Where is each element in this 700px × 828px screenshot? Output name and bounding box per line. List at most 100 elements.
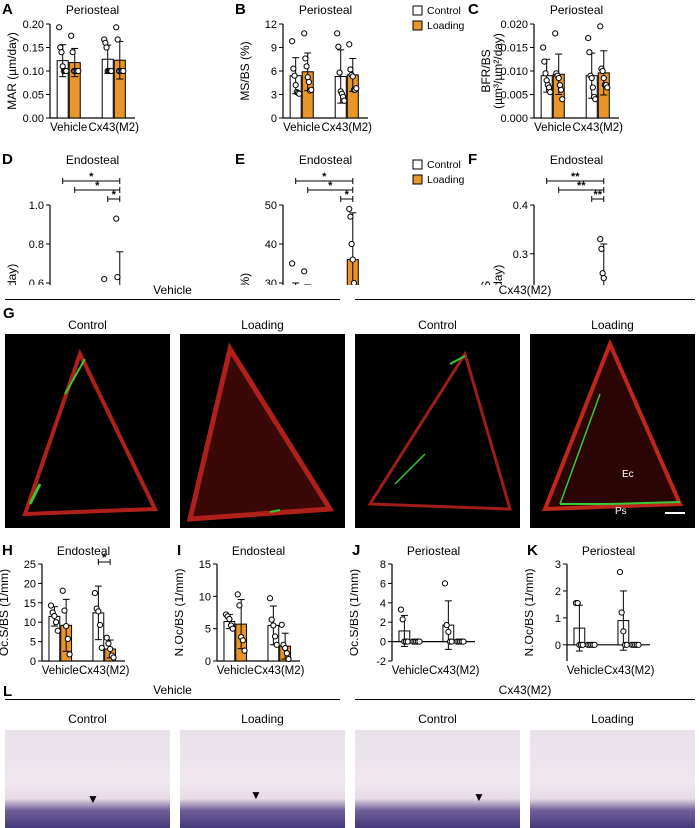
data-point xyxy=(103,634,110,641)
data-point xyxy=(600,74,607,82)
y-tick-label: 25 xyxy=(24,559,36,571)
data-point xyxy=(302,55,309,62)
y-tick-label: 0.10 xyxy=(23,66,44,78)
data-point xyxy=(599,67,606,75)
periosteal-label: Ps xyxy=(615,506,627,517)
group-header-cx43: Cx43(M2) xyxy=(498,683,552,697)
data-point xyxy=(68,32,75,39)
y-tick-label: 0.010 xyxy=(500,66,528,78)
data-point xyxy=(616,568,624,576)
y-axis-label: BFR/BS xyxy=(479,49,493,92)
data-point xyxy=(283,650,290,657)
condition-label: Control xyxy=(68,712,107,726)
data-point xyxy=(63,67,70,75)
x-tick-label: Vehicle xyxy=(567,665,604,677)
significance-label: ** xyxy=(571,171,580,183)
data-point xyxy=(113,215,120,222)
data-point xyxy=(620,628,627,635)
fluorescence-image xyxy=(5,334,170,528)
panel-label: A xyxy=(2,1,13,18)
y-tick-label: 0 xyxy=(555,640,561,652)
group-line xyxy=(5,299,340,300)
data-point xyxy=(282,644,289,652)
y-tick-label: 1.0 xyxy=(29,200,44,212)
y-tick-label: 12 xyxy=(265,19,277,31)
y-tick-label: 2 xyxy=(380,617,386,629)
data-point xyxy=(416,638,423,645)
y-tick-label: 0.020 xyxy=(500,19,528,31)
arrowhead-icon: ▼ xyxy=(87,792,99,806)
data-point xyxy=(305,78,313,86)
data-point xyxy=(397,606,405,613)
data-point xyxy=(63,622,70,630)
condition-label: Control xyxy=(68,318,107,332)
y-tick-label: 3 xyxy=(555,559,561,571)
x-tick-label: Vehicle xyxy=(283,122,320,134)
condition-label: Loading xyxy=(591,712,634,726)
significance-label: * xyxy=(345,189,350,201)
data-point xyxy=(346,41,353,48)
data-point xyxy=(234,591,241,598)
legend-swatch-loading xyxy=(412,174,423,185)
data-point xyxy=(349,256,356,263)
legend-swatch-control xyxy=(412,159,423,170)
data-point xyxy=(557,86,565,93)
legend-swatch-loading xyxy=(412,20,423,31)
y-tick-label: 10 xyxy=(24,617,36,629)
y-tick-label: 0 xyxy=(271,113,277,125)
y-tick-label: 30 xyxy=(265,278,277,285)
y-tick-label: 2 xyxy=(555,586,561,598)
data-point xyxy=(348,240,355,248)
fluorescence-image xyxy=(355,334,520,528)
y-tick-label: 0 xyxy=(380,637,386,649)
data-point xyxy=(597,236,604,243)
data-point xyxy=(335,43,342,50)
legend-label-control: Control xyxy=(427,159,461,171)
data-point xyxy=(59,587,66,594)
data-point xyxy=(346,205,353,213)
significance-label: * xyxy=(112,189,117,201)
x-tick-label: Cx43(M2) xyxy=(429,665,480,677)
y-tick-label: 3 xyxy=(271,90,277,102)
data-point xyxy=(347,213,354,220)
data-point xyxy=(579,641,586,648)
data-point xyxy=(585,35,592,42)
significance-label: * xyxy=(322,171,327,183)
condition-label: Control xyxy=(418,712,457,726)
panel-label: H xyxy=(2,542,13,559)
y-axis-label: MAR (µm/day) xyxy=(5,264,19,285)
chart-a: A Periosteal 0.00 0.05 0.10 0.15 0.20 Vehicle Cx… xyxy=(2,1,139,134)
scale-bar xyxy=(665,512,685,514)
data-point xyxy=(353,85,360,92)
histology-image: ▼ xyxy=(180,730,345,828)
panel-label: B xyxy=(235,1,246,18)
panel-label: D xyxy=(2,151,13,168)
data-point xyxy=(241,647,248,654)
x-tick-label: Cx43(M2) xyxy=(322,122,373,134)
data-point xyxy=(600,275,607,282)
fluorescence-image xyxy=(180,334,345,528)
condition-label: Loading xyxy=(241,318,284,332)
data-point xyxy=(51,612,58,620)
x-tick-label: Vehicle xyxy=(50,122,87,134)
significance-label: * xyxy=(102,552,107,564)
group-line xyxy=(355,299,695,300)
data-point xyxy=(290,65,297,72)
chart-title: Endosteal xyxy=(232,544,285,558)
y-tick-label: 8 xyxy=(380,559,386,571)
data-point xyxy=(540,44,547,51)
data-point xyxy=(271,633,279,640)
data-point xyxy=(98,644,105,651)
panel-label: F xyxy=(468,151,477,168)
data-point xyxy=(110,654,117,661)
chart-e: EEndosteal01020304050VehicleCx43(M2)MS/B… xyxy=(235,151,465,285)
y-tick-label: 0.05 xyxy=(23,90,44,102)
data-point xyxy=(597,23,604,30)
data-point xyxy=(349,73,356,80)
data-point xyxy=(591,641,598,648)
y-tick-label: 15 xyxy=(24,598,36,610)
chart-b: B Periosteal 0 3 6 9 12 Vehicle Cx43(M2) MS/BS (%… xyxy=(235,1,465,134)
data-point xyxy=(103,44,110,51)
fluorescence-image: Ec Ps xyxy=(530,334,695,528)
chart-title: Endosteal xyxy=(57,544,110,558)
